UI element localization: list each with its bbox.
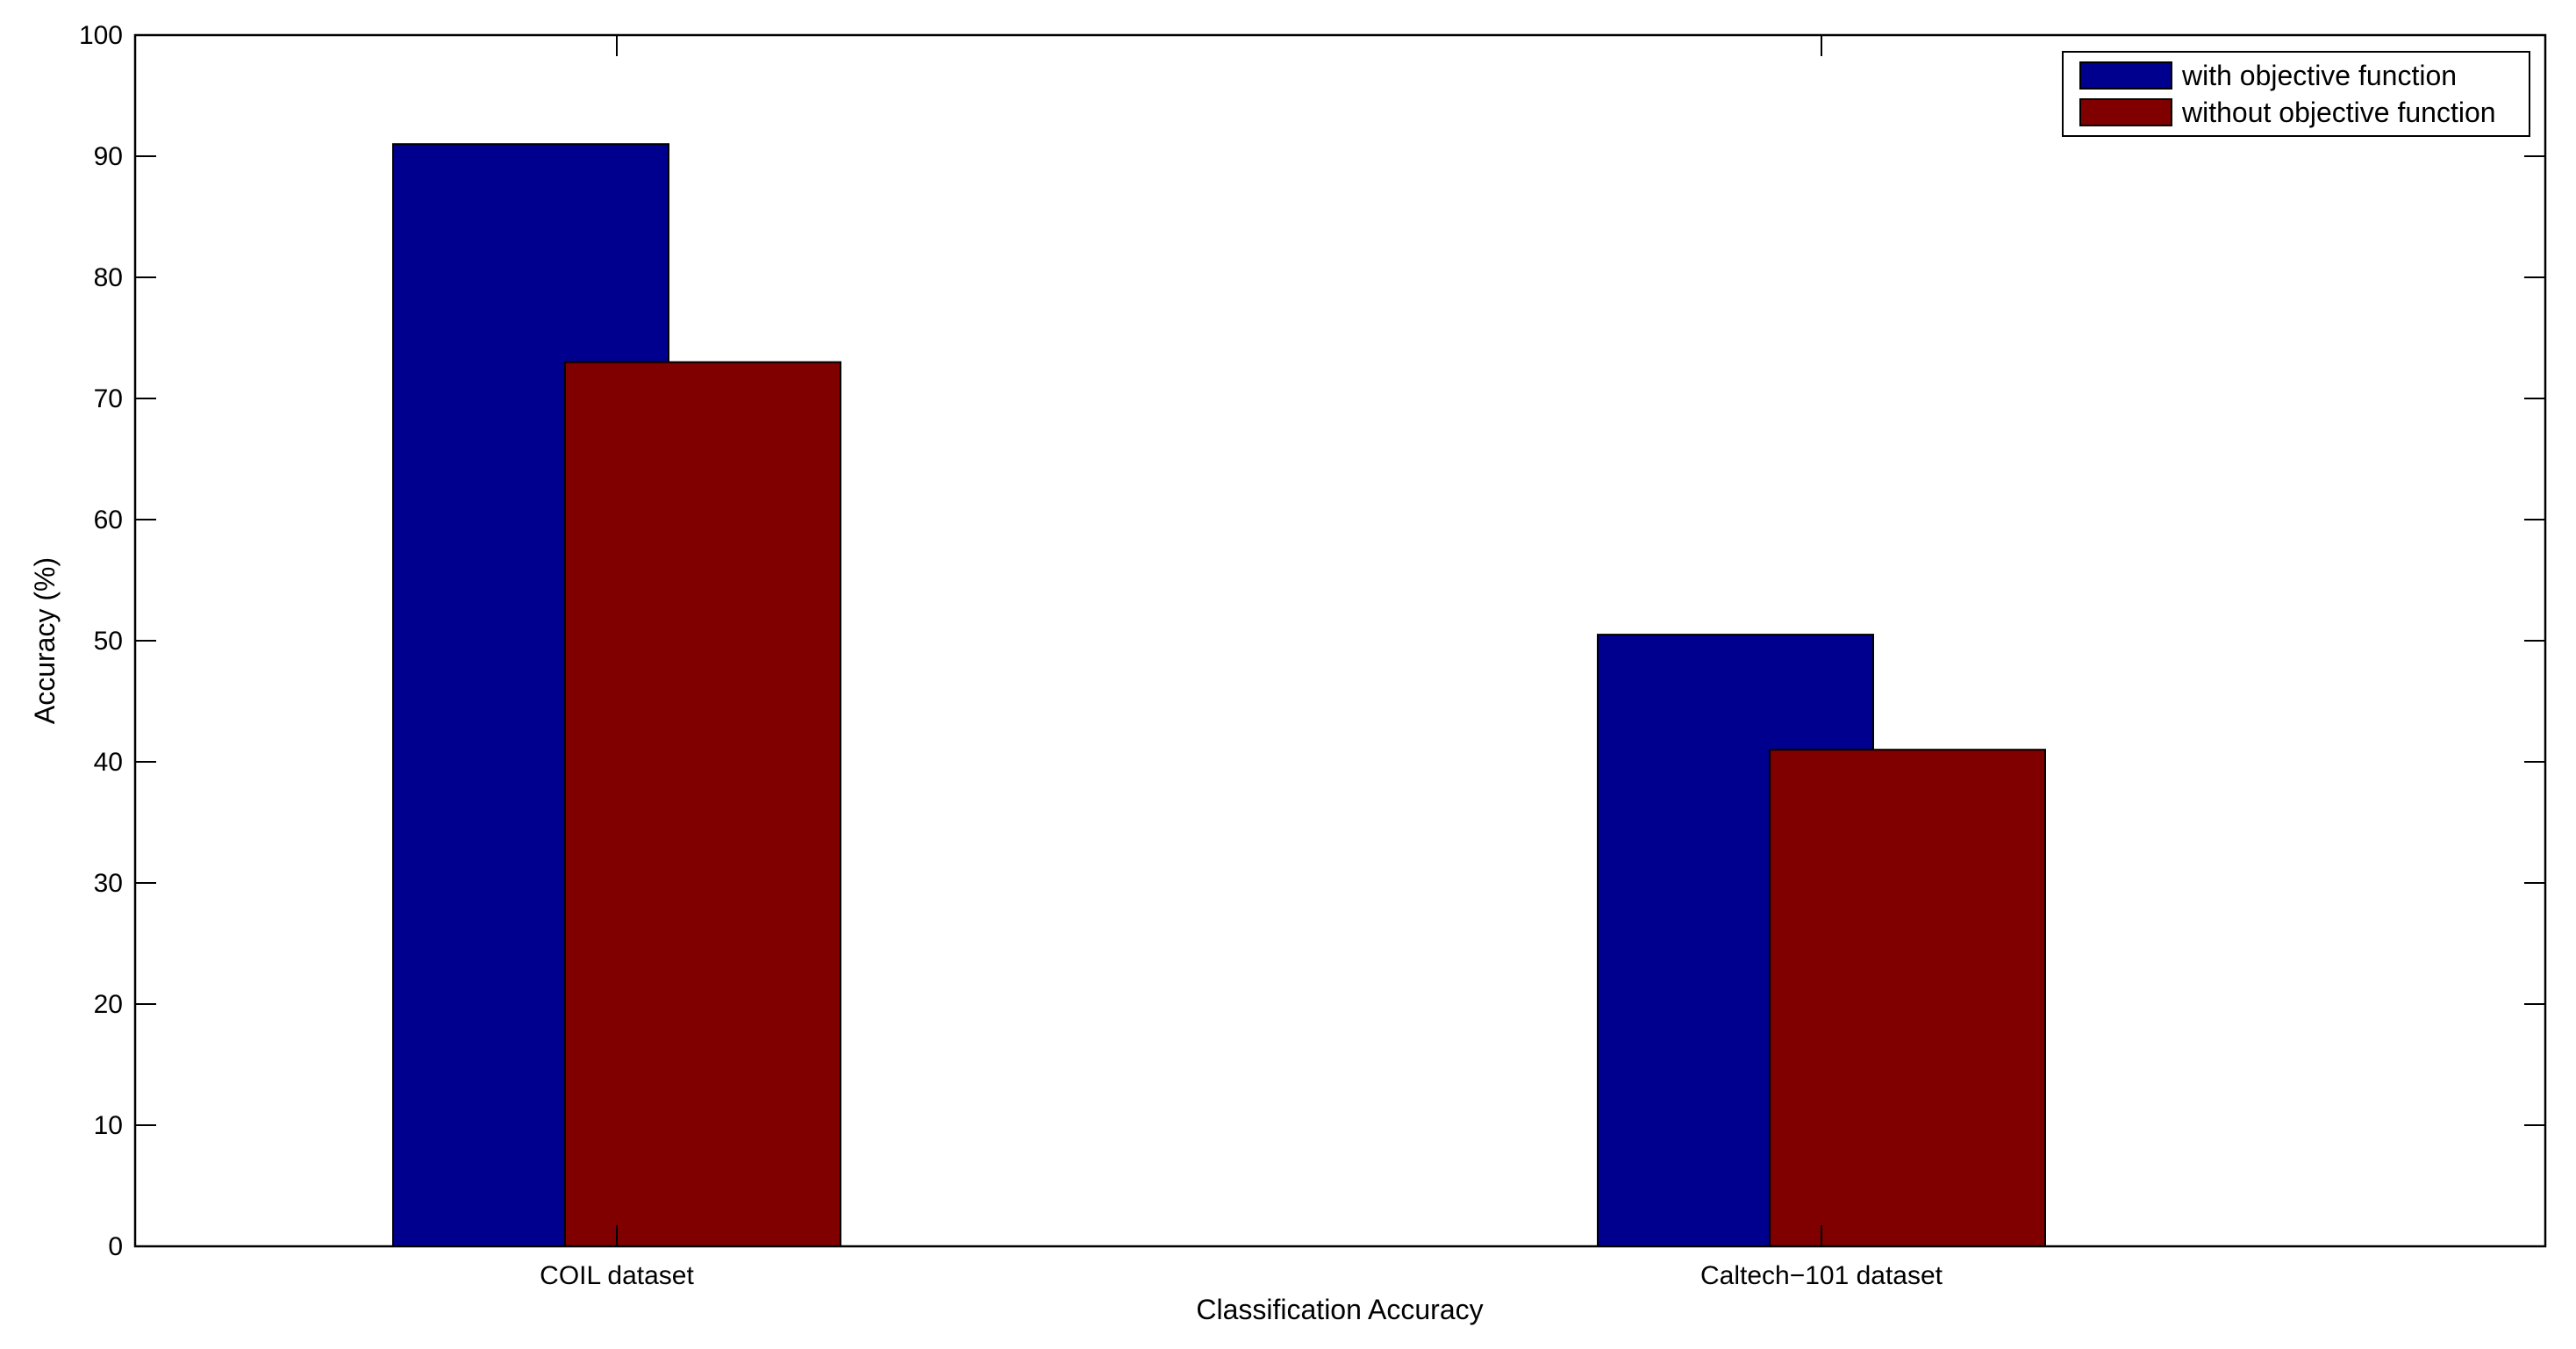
x-tick-label: COIL dataset xyxy=(540,1261,694,1290)
y-tick-label: 60 xyxy=(94,506,123,535)
legend-swatch xyxy=(2079,98,2172,126)
legend-swatch xyxy=(2079,61,2172,90)
bars-layer xyxy=(392,143,2046,1248)
ticks-layer xyxy=(135,34,2545,1247)
labels-layer: 0 10 20 30 40 50 60 70 80 90 100 COIL dataset Caltec… xyxy=(79,21,1943,1290)
y-tick-label: 30 xyxy=(94,869,123,898)
y-tick-label: 100 xyxy=(79,21,123,50)
y-axis-title: Accuracy (%) xyxy=(29,557,61,724)
y-tick-label: 80 xyxy=(94,263,123,292)
y-tick-label: 40 xyxy=(94,748,123,777)
y-tick-label: 70 xyxy=(94,384,123,413)
y-tick-label: 0 xyxy=(108,1232,123,1261)
y-tick-label: 50 xyxy=(94,627,123,656)
bar xyxy=(564,361,841,1248)
y-tick-label: 10 xyxy=(94,1111,123,1140)
y-tick-label: 90 xyxy=(94,142,123,171)
legend-label: without objective function xyxy=(2181,97,2496,128)
x-axis-title: Classification Accuracy xyxy=(1196,1294,1483,1325)
y-tick-label: 20 xyxy=(94,990,123,1019)
legend: with objective function without objective… xyxy=(2062,51,2530,137)
bar xyxy=(1769,749,2046,1247)
legend-label: with objective function xyxy=(2181,60,2457,91)
x-tick-label: Caltech−101 dataset xyxy=(1700,1261,1943,1290)
